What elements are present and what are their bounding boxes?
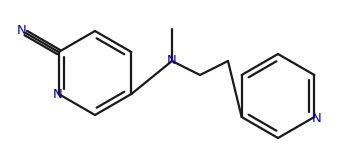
Text: N: N <box>16 24 26 37</box>
Text: N: N <box>167 53 177 66</box>
Text: N: N <box>312 111 321 125</box>
Text: N: N <box>53 88 62 101</box>
